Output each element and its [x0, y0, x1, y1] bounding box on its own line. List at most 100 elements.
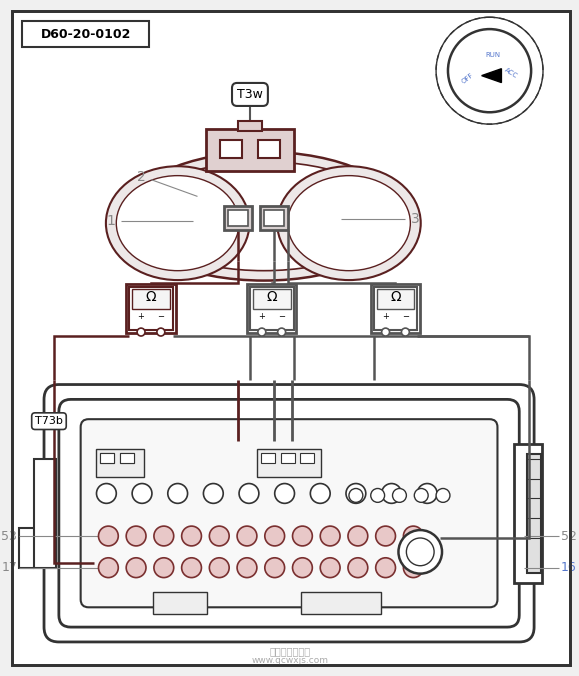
- Bar: [247, 283, 296, 333]
- Bar: [97, 449, 144, 477]
- Text: 17: 17: [1, 561, 17, 574]
- Circle shape: [346, 483, 366, 504]
- Circle shape: [376, 526, 395, 546]
- Ellipse shape: [116, 176, 239, 270]
- Text: −: −: [278, 312, 285, 320]
- Text: 53: 53: [1, 529, 17, 543]
- Circle shape: [398, 530, 442, 574]
- Circle shape: [98, 558, 118, 577]
- Bar: [250, 287, 294, 330]
- Circle shape: [401, 328, 409, 336]
- Circle shape: [348, 526, 368, 546]
- Circle shape: [320, 558, 340, 577]
- Bar: [120, 453, 134, 463]
- Text: Ω: Ω: [390, 291, 401, 304]
- Bar: [377, 289, 415, 310]
- Bar: [132, 289, 170, 310]
- Bar: [22, 21, 149, 47]
- Bar: [257, 449, 321, 477]
- Bar: [260, 206, 288, 230]
- Circle shape: [406, 538, 434, 566]
- Circle shape: [239, 483, 259, 504]
- Text: T73b: T73b: [35, 416, 63, 426]
- Bar: [120, 453, 134, 463]
- Text: 3: 3: [411, 212, 420, 226]
- Circle shape: [382, 328, 390, 336]
- Text: Ω: Ω: [266, 291, 277, 304]
- Text: −: −: [157, 312, 164, 320]
- Ellipse shape: [137, 162, 391, 270]
- Bar: [302, 592, 380, 614]
- Text: OFF: OFF: [461, 72, 475, 85]
- Circle shape: [348, 558, 368, 577]
- Text: Ω: Ω: [146, 291, 156, 304]
- FancyBboxPatch shape: [59, 400, 519, 627]
- Circle shape: [265, 526, 285, 546]
- Circle shape: [182, 558, 201, 577]
- Bar: [228, 210, 248, 226]
- Circle shape: [376, 558, 395, 577]
- Bar: [34, 459, 56, 568]
- Bar: [514, 444, 542, 583]
- Bar: [100, 453, 114, 463]
- Bar: [224, 206, 252, 230]
- Circle shape: [404, 526, 423, 546]
- Ellipse shape: [277, 166, 421, 280]
- Circle shape: [97, 483, 116, 504]
- Text: +: +: [258, 312, 265, 320]
- Circle shape: [154, 526, 174, 546]
- Circle shape: [436, 489, 450, 502]
- Bar: [238, 121, 262, 131]
- Bar: [371, 283, 420, 333]
- Circle shape: [154, 558, 174, 577]
- Polygon shape: [482, 69, 501, 82]
- Circle shape: [98, 526, 118, 546]
- Text: 1: 1: [107, 214, 116, 228]
- Bar: [129, 287, 173, 330]
- Bar: [100, 453, 114, 463]
- Circle shape: [292, 526, 312, 546]
- Text: D60-20-0102: D60-20-0102: [41, 28, 131, 41]
- Circle shape: [126, 526, 146, 546]
- Ellipse shape: [288, 176, 411, 270]
- Bar: [126, 283, 175, 333]
- Circle shape: [137, 328, 145, 336]
- Circle shape: [182, 526, 201, 546]
- Bar: [258, 140, 280, 158]
- Text: ACC: ACC: [504, 66, 519, 79]
- Circle shape: [404, 558, 423, 577]
- Bar: [264, 210, 284, 226]
- Ellipse shape: [125, 152, 402, 281]
- Circle shape: [237, 526, 257, 546]
- Bar: [281, 453, 295, 463]
- Bar: [301, 453, 314, 463]
- Bar: [261, 453, 274, 463]
- Text: RUN: RUN: [485, 52, 500, 58]
- Circle shape: [292, 558, 312, 577]
- Circle shape: [132, 483, 152, 504]
- Text: −: −: [402, 312, 409, 320]
- Bar: [206, 129, 294, 170]
- Circle shape: [265, 558, 285, 577]
- Bar: [253, 289, 291, 310]
- Text: +: +: [382, 312, 389, 320]
- Text: www.qcwxjs.com: www.qcwxjs.com: [252, 656, 329, 665]
- Text: 52: 52: [561, 529, 577, 543]
- Circle shape: [157, 328, 165, 336]
- Circle shape: [436, 17, 543, 124]
- Ellipse shape: [106, 166, 250, 280]
- Text: 2: 2: [137, 170, 145, 184]
- Circle shape: [258, 328, 266, 336]
- Circle shape: [210, 526, 229, 546]
- Bar: [527, 454, 541, 573]
- Circle shape: [237, 558, 257, 577]
- Circle shape: [203, 483, 223, 504]
- Text: 汽车维修技术网: 汽车维修技术网: [270, 646, 311, 656]
- Circle shape: [371, 489, 384, 502]
- FancyBboxPatch shape: [80, 419, 497, 607]
- Text: 16: 16: [561, 561, 577, 574]
- Circle shape: [393, 489, 406, 502]
- Text: +: +: [138, 312, 145, 320]
- Circle shape: [168, 483, 188, 504]
- Circle shape: [417, 483, 437, 504]
